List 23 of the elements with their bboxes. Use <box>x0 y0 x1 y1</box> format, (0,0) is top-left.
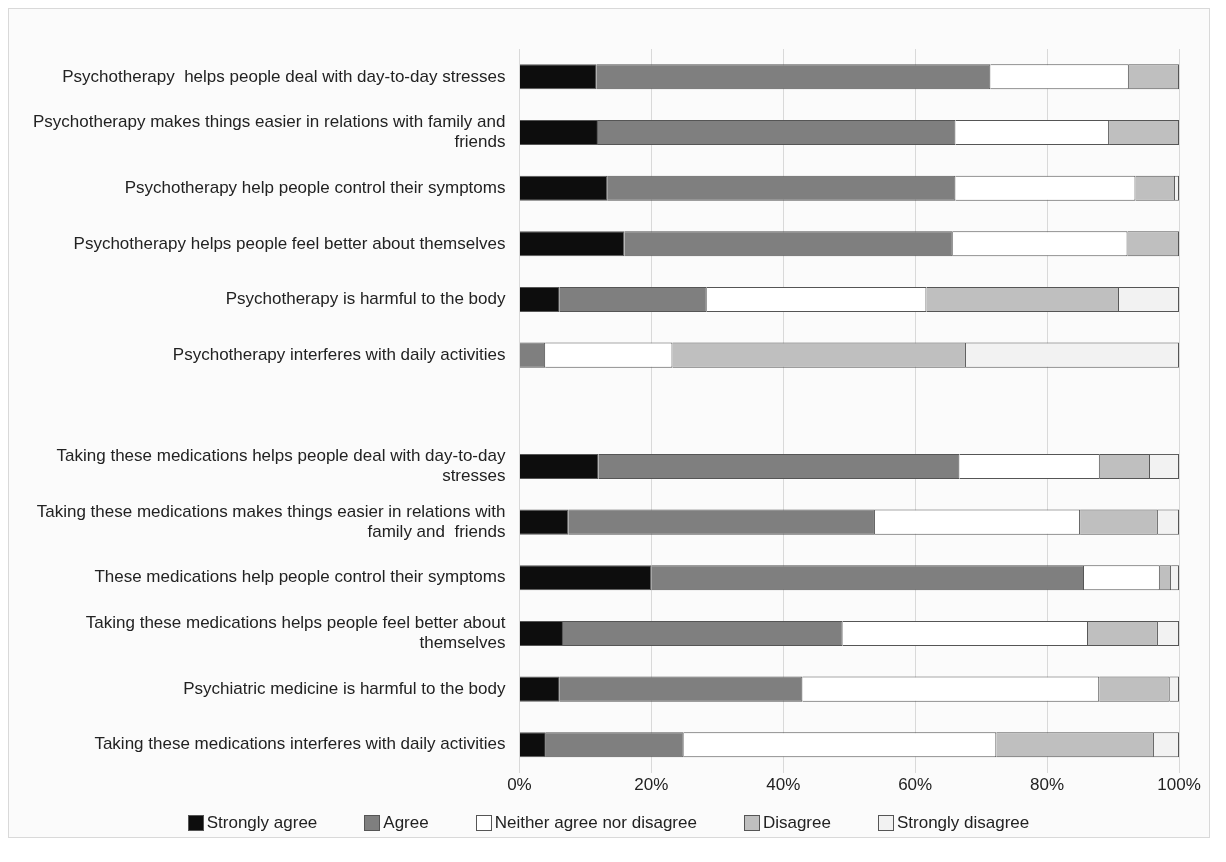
y-tick-label: Taking these medications helps people deal with day-to-day stresses <box>56 445 506 486</box>
y-tick-label: These medications help people control their symptoms <box>94 567 506 587</box>
x-tick-label: 40% <box>766 775 801 795</box>
y-tick-label: Psychotherapy is harmful to the body <box>225 289 506 309</box>
y-tick-label: Taking these medications helps people feel better about themselves <box>85 612 506 653</box>
y-tick-label: Psychiatric medicine is harmful to the body <box>183 678 506 698</box>
x-tick-label: 0% <box>507 775 532 795</box>
y-tick-label: Taking these medications interferes with daily activities <box>94 734 506 754</box>
legend-label: Agree <box>383 813 429 833</box>
y-tick-label: Psychotherapy interferes with daily activities <box>172 344 506 364</box>
y-tick-label: Psychotherapy help people control their symptoms <box>124 177 506 197</box>
legend-label: Neither agree nor disagree <box>494 813 697 833</box>
x-tick-label: 100% <box>1157 775 1201 795</box>
y-tick-label: Psychotherapy makes things easier in relations with family and friends <box>32 111 506 152</box>
legend-label: Strongly disagree <box>896 813 1030 833</box>
y-tick-label: Taking these medications makes things easier in relations with family and friends <box>36 501 506 542</box>
y-tick-label: Psychotherapy helps people feel better about themselves <box>73 233 506 253</box>
y-tick-label: Psychotherapy helps people deal with day-to-day stresses <box>62 66 506 86</box>
x-tick-label: 60% <box>898 775 933 795</box>
legend-label: Disagree <box>762 813 831 833</box>
x-tick-label: 80% <box>1030 775 1065 795</box>
x-tick-label: 20% <box>634 775 669 795</box>
legend-label: Strongly agree <box>206 813 318 833</box>
